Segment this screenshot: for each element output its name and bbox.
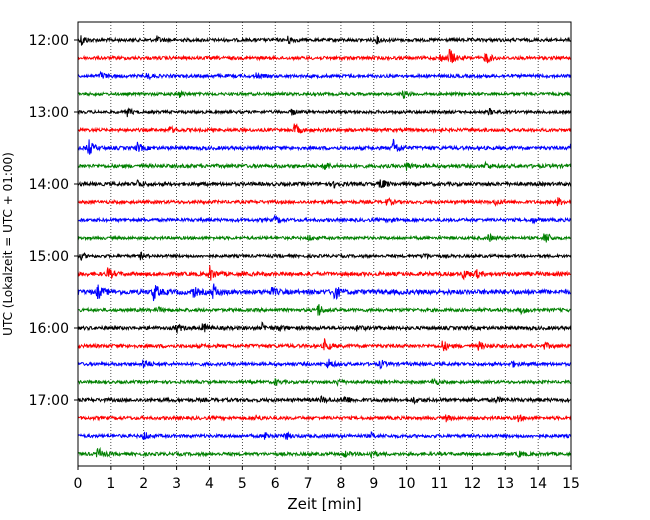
trace-line: [77, 283, 572, 302]
y-tick-label: 13:00: [29, 105, 69, 121]
x-tick-label: 15: [562, 476, 580, 492]
y-tick-label: 16:00: [29, 321, 69, 337]
x-tick-label: 4: [205, 476, 214, 492]
x-tick-label: 14: [529, 476, 547, 492]
trace-line: [77, 138, 572, 155]
x-tick-label: 11: [431, 476, 449, 492]
y-tick-label: 12:00: [29, 33, 69, 49]
trace-line: [77, 414, 572, 423]
x-tick-label: 10: [398, 476, 416, 492]
y-tick-label: 14:00: [29, 177, 69, 193]
y-axis-ticks: 12:00 13:00 14:00 15:00 16:00 17:00: [29, 33, 78, 409]
trace-line: [77, 395, 572, 405]
trace-line: [77, 431, 572, 441]
x-tick-label: 13: [496, 476, 514, 492]
trace-line: [77, 70, 572, 81]
trace-line: [78, 321, 572, 335]
trace-line: [77, 48, 572, 64]
trace-line: [77, 107, 572, 118]
trace-line: [77, 35, 572, 46]
y-tick-label: 15:00: [29, 249, 69, 265]
trace-line: [77, 197, 572, 207]
trace-line: [77, 179, 572, 189]
trace-line: [77, 251, 572, 261]
trace-line: [77, 265, 572, 281]
x-tick-label: 2: [139, 476, 148, 492]
x-tick-label: 6: [271, 476, 280, 492]
x-tick-label: 12: [463, 476, 481, 492]
trace-line: [77, 304, 572, 316]
x-tick-label: 0: [74, 476, 83, 492]
x-tick-label: 3: [172, 476, 181, 492]
trace-line: [77, 89, 572, 99]
y-axis-label: UTC (Lokalzeit = UTC + 01:00): [1, 152, 15, 336]
trace-group: [77, 35, 572, 460]
x-axis-label: Zeit [min]: [287, 495, 361, 513]
x-tick-label: 7: [304, 476, 313, 492]
trace-line: [77, 214, 572, 225]
trace-line: [77, 123, 572, 134]
trace-line: [77, 338, 572, 352]
vertical-gridlines: [110, 22, 539, 466]
y-tick-label: 17:00: [29, 393, 69, 409]
x-axis-ticks: 0 1 2 3 4 5 6 7 8 9 10 11 12 13 14 15: [74, 466, 580, 492]
plot-frame: [77, 21, 572, 467]
x-tick-label: 9: [369, 476, 378, 492]
trace-line: [77, 358, 572, 370]
x-tick-label: 8: [336, 476, 345, 492]
trace-line: [77, 232, 572, 243]
trace-line: [77, 446, 572, 460]
x-tick-label: 1: [106, 476, 115, 492]
x-tick-label: 5: [238, 476, 247, 492]
trace-line: [77, 160, 572, 171]
trace-line: [77, 377, 572, 387]
